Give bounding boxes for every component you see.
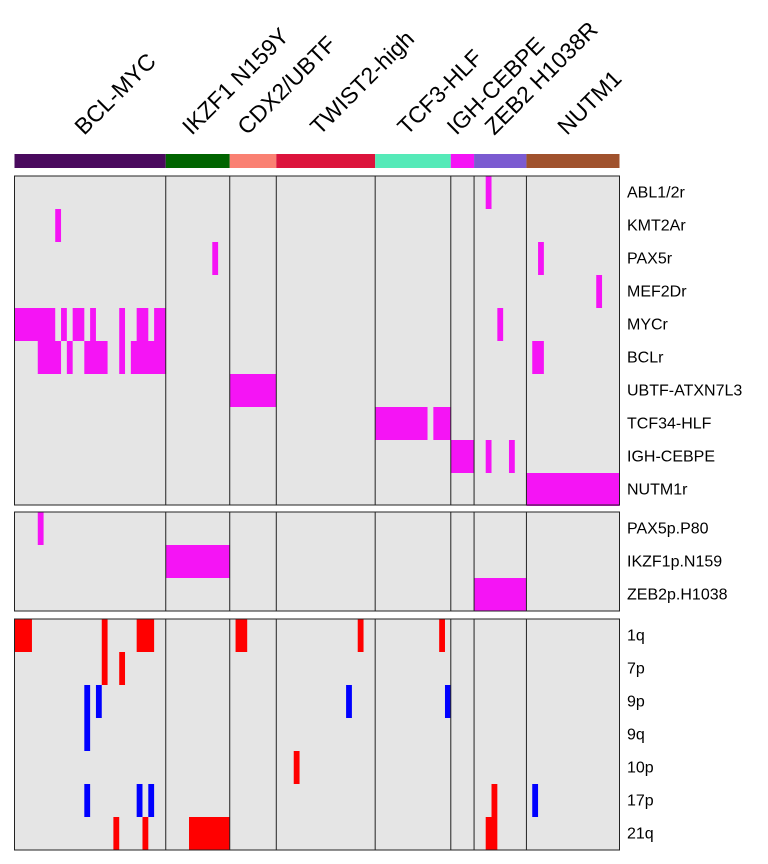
row-label: 7p: [627, 661, 645, 678]
panel-border: [14, 511, 620, 612]
heatmap-cell: [485, 440, 492, 473]
heatmap-cell: [95, 685, 102, 718]
heatmap-cell: [119, 652, 126, 685]
heatmap-cell: [148, 784, 155, 817]
heatmap-cell: [485, 176, 492, 209]
heatmap-cell: [450, 440, 475, 473]
heatmap-cell: [66, 341, 73, 374]
heatmap-cell: [235, 619, 248, 652]
panel-border: [14, 175, 620, 506]
panel-border: [14, 618, 620, 851]
heatmap-cell: [508, 440, 515, 473]
heatmap-cell: [293, 751, 300, 784]
row-label: MEF2Dr: [627, 284, 687, 301]
heatmap-cell: [119, 341, 126, 374]
group-bar-6: [474, 154, 527, 168]
row-label: 21q: [627, 826, 654, 843]
heatmap-cell: [84, 784, 91, 817]
group-label: BCL-MYC: [69, 48, 161, 140]
heatmap-cell: [532, 784, 539, 817]
heatmap-cell: [596, 275, 603, 308]
row-label: 9p: [627, 694, 645, 711]
heatmap-panels: ABL1/2r KMT2Ar PAX5r MEF2Dr MYCr BCLr UBTF-ATX…: [14, 175, 742, 851]
row-label: 17p: [627, 793, 654, 810]
group-bar-7: [526, 154, 620, 168]
heatmap-cell: [485, 817, 498, 850]
heatmap-cell: [101, 652, 108, 685]
heatmap-cell: [538, 242, 544, 275]
row-label: 1q: [627, 628, 645, 645]
heatmap-cell: [433, 407, 451, 440]
heatmap-cell: [55, 209, 62, 242]
heatmap-cell: [119, 308, 126, 341]
heatmap-cell: [84, 685, 91, 718]
group-bar-3: [276, 154, 376, 168]
row-label: ABL1/2r: [627, 185, 685, 202]
heatmap-cell: [229, 374, 277, 407]
heatmap-cell: [474, 578, 527, 611]
row-label: IKZF1p.N159: [627, 554, 722, 571]
heatmap-cell: [532, 341, 544, 374]
group-labels: BCL-MYC IKZF1 N159YCDX2/UBTFTWIST2-highTC…: [69, 16, 626, 139]
group-annotation-bar: [14, 154, 620, 168]
panel-background: [14, 619, 620, 850]
row-label: 9q: [627, 727, 645, 744]
row-label: TCF34-HLF: [627, 416, 712, 433]
group-bar-5: [450, 154, 475, 168]
heatmap-cell: [37, 341, 62, 374]
row-label: PAX5r: [627, 251, 673, 268]
heatmap-cell: [357, 619, 364, 652]
panel-background: [14, 512, 620, 611]
heatmap-cell: [136, 308, 149, 341]
heatmap-cell: [346, 685, 352, 718]
heatmap-cell: [526, 473, 620, 506]
heatmap-cell: [154, 308, 166, 341]
row-label: ZEB2p.H1038: [627, 587, 728, 604]
heatmap-cell: [212, 242, 219, 275]
row-label: BCLr: [627, 350, 664, 367]
heatmap-cell: [130, 341, 166, 374]
heatmap-cell: [14, 308, 56, 341]
heatmap-cell: [84, 341, 108, 374]
heatmap-cell: [136, 784, 143, 817]
heatmap-cell: [101, 619, 108, 652]
heatmap-cell: [439, 619, 445, 652]
group-bar-2: [229, 154, 277, 168]
panel-2: 1q 7p 9p 9q 10p 17p 21q: [14, 618, 654, 851]
row-label: NUTM1r: [627, 482, 688, 499]
heatmap-cell: [189, 817, 230, 850]
heatmap-cell: [497, 308, 504, 341]
heatmap-cell: [61, 308, 67, 341]
group-label: NUTM1: [552, 65, 626, 139]
panel-1: PAX5p.P80 IKZF1p.N159 ZEB2p.H1038: [14, 511, 728, 612]
row-label: KMT2Ar: [627, 218, 686, 235]
row-label: PAX5p.P80: [627, 521, 709, 538]
row-label: 10p: [627, 760, 654, 777]
heatmap-cell: [72, 308, 85, 341]
heatmap-cell: [37, 512, 44, 545]
heatmap-cell: [444, 685, 451, 718]
heatmap-cell: [14, 619, 32, 652]
group-bar-0: [14, 154, 166, 168]
heatmap-cell: [90, 308, 96, 341]
row-label: MYCr: [627, 317, 669, 334]
heatmap-cell: [491, 784, 498, 817]
heatmap-cell: [84, 718, 91, 751]
panel-0: ABL1/2r KMT2Ar PAX5r MEF2Dr MYCr BCLr UBTF-ATX…: [14, 175, 742, 506]
heatmap-cell: [375, 407, 428, 440]
heatmap-cell: [113, 817, 120, 850]
heatmap-cell: [136, 619, 155, 652]
group-bar-1: [165, 154, 230, 168]
group-bar-4: [375, 154, 451, 168]
panel-background: [14, 176, 620, 505]
row-label: UBTF-ATXN7L3: [627, 383, 742, 400]
heatmap-cell: [165, 545, 230, 578]
row-label: IGH-CEBPE: [627, 449, 715, 466]
heatmap-cell: [142, 817, 149, 850]
